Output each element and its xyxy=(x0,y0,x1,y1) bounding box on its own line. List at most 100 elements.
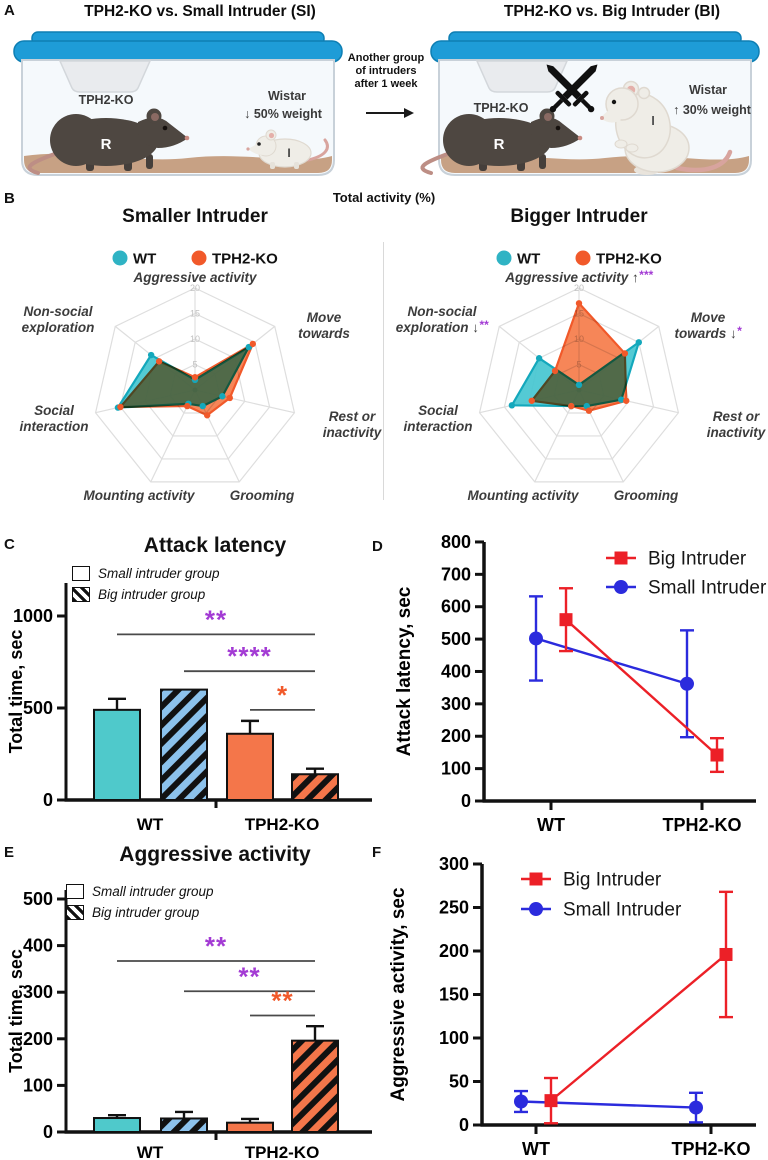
svg-text:WT: WT xyxy=(133,251,156,268)
svg-text:300: 300 xyxy=(23,982,53,1002)
legend-label: Big intruder group xyxy=(98,587,206,602)
radar-vertices xyxy=(528,300,630,414)
svg-text:interaction: interaction xyxy=(19,419,88,434)
connector-text: Another group of intruders after 1 week xyxy=(342,52,430,91)
svg-text:WT: WT xyxy=(517,251,540,268)
radar-series-TPH2-KO xyxy=(530,302,628,412)
svg-text:TPH2-KO: TPH2-KO xyxy=(212,251,278,268)
svg-text:TPH2-KO: TPH2-KO xyxy=(671,1139,750,1159)
attack-latency-line-chart: 0 100 200 300 400 500 600 700 800 WT TPH2-KO Attack… xyxy=(394,533,767,835)
intruder-mark-right: I xyxy=(651,113,655,128)
arrow-icon xyxy=(366,108,414,118)
svg-text:inactivity: inactivity xyxy=(707,425,767,440)
svg-text:100: 100 xyxy=(441,759,471,779)
svg-text:*: * xyxy=(277,680,288,710)
svg-text:Total time, sec: Total time, sec xyxy=(6,949,26,1073)
resident-label-left: TPH2-KO xyxy=(79,93,134,107)
svg-text:WT: WT xyxy=(537,815,565,835)
svg-text:**: ** xyxy=(205,931,227,961)
svg-text:Move: Move xyxy=(307,310,342,325)
svg-text:WT: WT xyxy=(137,1143,164,1160)
panel-a-left-title: TPH2-KO vs. Small Intruder (SI) xyxy=(84,3,316,20)
svg-text:150: 150 xyxy=(439,985,469,1005)
svg-text:15: 15 xyxy=(190,309,200,319)
svg-text:inactivity: inactivity xyxy=(323,425,383,440)
svg-text:Big Intruder: Big Intruder xyxy=(563,870,662,891)
panel-letter-a: A xyxy=(4,2,15,19)
intruder-weight-right: ↑ 30% weight xyxy=(673,103,752,117)
intruder-mark-left: I xyxy=(287,146,290,160)
svg-text:towards: towards xyxy=(298,326,350,341)
svg-text:**: ** xyxy=(271,986,293,1016)
svg-text:WT: WT xyxy=(522,1139,550,1159)
legend-item-small-intruder: Small intruder group xyxy=(72,566,220,581)
svg-text:Rest or: Rest or xyxy=(713,409,760,424)
svg-text:Non-social: Non-social xyxy=(23,304,92,319)
connector-line-2: of intruders xyxy=(355,65,417,77)
panel-letter-f: F xyxy=(372,844,382,861)
intruder-species-left: Wistar xyxy=(268,89,306,103)
svg-text:500: 500 xyxy=(23,698,53,718)
svg-text:Total time, sec: Total time, sec xyxy=(6,630,26,754)
panel-b-header: Total activity (%) xyxy=(332,190,436,205)
svg-text:0: 0 xyxy=(461,791,471,811)
aggressive-activity-legend: Small intruder group Big intruder group xyxy=(66,884,214,926)
svg-text:Mounting activity: Mounting activity xyxy=(468,488,580,503)
legend-label: Small intruder group xyxy=(98,566,220,581)
svg-text:Social: Social xyxy=(418,403,458,418)
svg-text:100: 100 xyxy=(439,1028,469,1048)
svg-text:20: 20 xyxy=(190,283,200,293)
svg-text:**: ** xyxy=(238,961,260,991)
svg-text:Grooming: Grooming xyxy=(230,488,295,503)
panel-letter-c: C xyxy=(4,536,15,553)
connector-line-1: Another group xyxy=(347,52,425,64)
svg-text:Aggressive activity ↑***: Aggressive activity ↑*** xyxy=(504,268,654,285)
svg-text:interaction: interaction xyxy=(403,419,472,434)
svg-text:200: 200 xyxy=(439,941,469,961)
svg-text:Mounting activity: Mounting activity xyxy=(84,488,196,503)
svg-text:600: 600 xyxy=(441,597,471,617)
svg-text:500: 500 xyxy=(23,889,53,909)
big-white-rat: I xyxy=(600,80,733,175)
svg-text:100: 100 xyxy=(23,1075,53,1095)
legend-label: Small intruder group xyxy=(92,884,214,899)
svg-text:Aggressive activity, sec: Aggressive activity, sec xyxy=(388,887,409,1101)
aggressive-activity-line-chart: 0 50 100 150 200 250 300 WT TPH2-KO Aggressive ac… xyxy=(388,854,756,1159)
svg-text:500: 500 xyxy=(441,629,471,649)
svg-text:Social: Social xyxy=(34,403,74,418)
svg-text:Grooming: Grooming xyxy=(614,488,679,503)
legend-label: Big intruder group xyxy=(92,905,200,920)
resident-label-right: TPH2-KO xyxy=(474,101,529,115)
svg-text:TPH2-KO: TPH2-KO xyxy=(596,251,662,268)
svg-text:200: 200 xyxy=(23,1029,53,1049)
svg-text:700: 700 xyxy=(441,564,471,584)
big-intruder-cage: R xyxy=(420,31,760,176)
panel-a-right-title: TPH2-KO vs. Big Intruder (BI) xyxy=(503,3,721,20)
radar-vertices xyxy=(117,340,257,419)
svg-text:1000: 1000 xyxy=(13,606,53,626)
small-white-rat: I xyxy=(246,129,329,169)
open-box-swatch xyxy=(72,566,90,581)
svg-text:800: 800 xyxy=(441,533,471,552)
svg-text:TPH2-KO: TPH2-KO xyxy=(662,815,741,835)
crossed-swords-icon xyxy=(546,64,598,113)
svg-text:0: 0 xyxy=(459,1115,469,1135)
svg-text:Attack latency, sec: Attack latency, sec xyxy=(394,586,415,756)
small-intruder-cage: R I TPH2-KO Wistar ↓ 50% weight xyxy=(13,31,343,176)
resident-mark-left: R xyxy=(101,136,112,153)
panel-b-divider xyxy=(383,242,384,500)
svg-text:Small Intruder: Small Intruder xyxy=(648,578,767,599)
svg-text:Aggressive activity: Aggressive activity xyxy=(132,270,258,285)
svg-text:50: 50 xyxy=(449,1072,469,1092)
svg-text:20: 20 xyxy=(574,283,584,293)
svg-text:10: 10 xyxy=(190,334,200,344)
panel-letter-e: E xyxy=(4,844,15,861)
hatched-box-swatch xyxy=(66,905,84,920)
hatched-box-swatch xyxy=(72,587,90,602)
attack-latency-legend: Small intruder group Big intruder group xyxy=(72,566,220,608)
svg-text:exploration ↓**: exploration ↓** xyxy=(396,318,490,335)
